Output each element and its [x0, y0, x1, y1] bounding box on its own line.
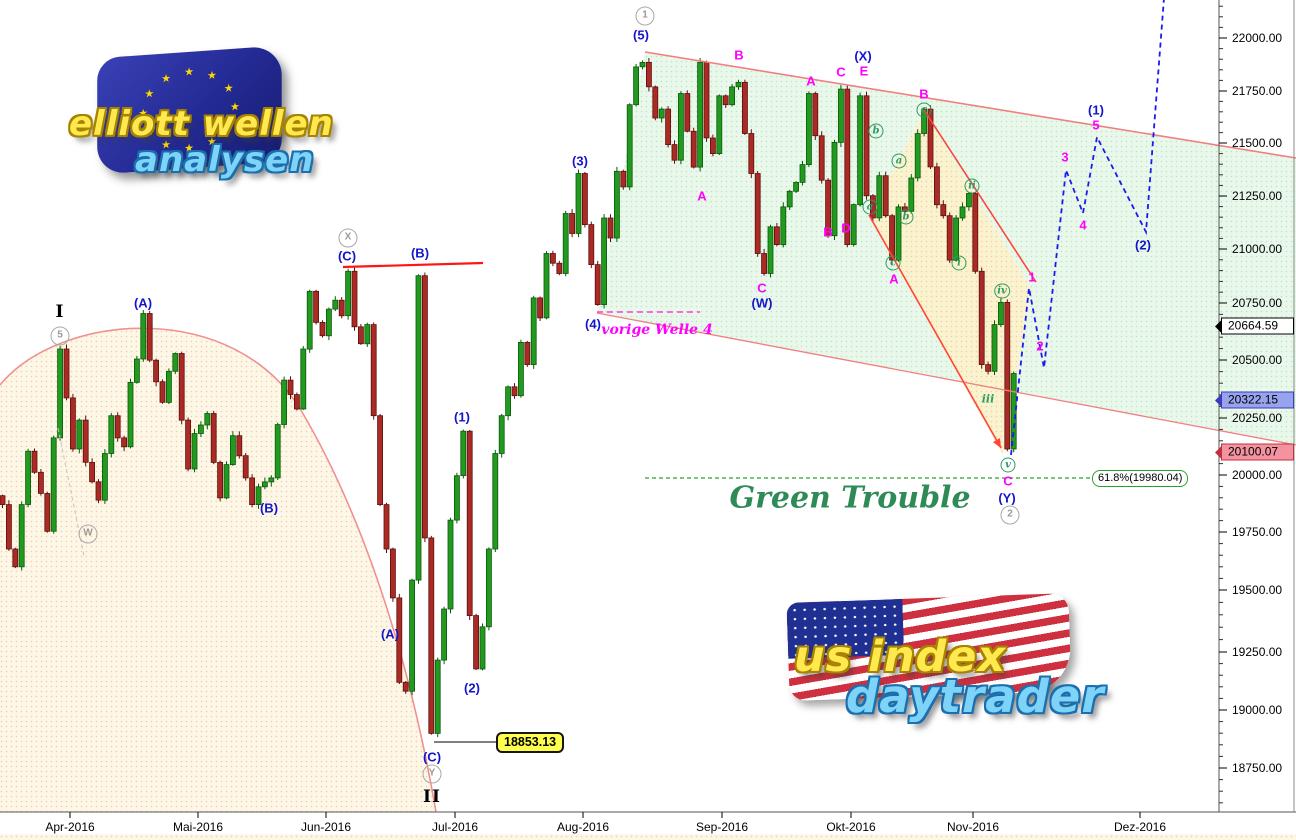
- trendline: [644, 51, 1296, 159]
- trendline: [596, 312, 1296, 446]
- eu-star-icon: ★: [161, 72, 171, 86]
- trendline: [923, 109, 1037, 283]
- elliott-wellen-analysen-logo: ★ ★ ★ ★ ★ ★ ★ ★ ★ ★ ★ ★ elliott wellen analysen: [65, 45, 365, 192]
- wave-projection-path: [1010, 0, 1165, 456]
- trendline: [868, 214, 1002, 449]
- trendline: [342, 261, 484, 269]
- logo-text-us-index: us index: [794, 632, 1007, 682]
- us-index-daytrader-logo: us index daytrader: [786, 593, 1104, 740]
- trendline-arrowhead: [993, 438, 1001, 448]
- logo-text-analysen: analysen: [135, 140, 315, 180]
- logo-text-elliott-wellen: elliott wellen: [69, 104, 334, 144]
- eu-star-icon: ★: [223, 82, 234, 96]
- eu-star-icon: ★: [144, 87, 155, 101]
- trendline: [57, 427, 85, 557]
- eu-star-icon: ★: [207, 69, 217, 83]
- logo-text-daytrader: daytrader: [846, 670, 1105, 723]
- arc-shaded-region: [0, 328, 436, 812]
- bottom-dotted-strip: [0, 834, 1296, 840]
- eu-star-icon: ★: [184, 66, 194, 79]
